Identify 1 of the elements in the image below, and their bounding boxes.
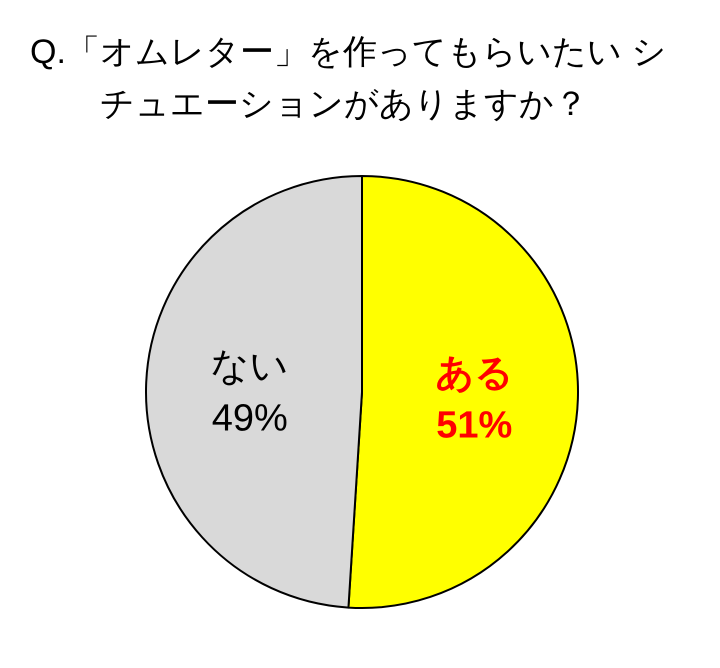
title: Q.「オムレター」を作ってもらいたい シチュエーションがありますか？ <box>30 32 668 125</box>
